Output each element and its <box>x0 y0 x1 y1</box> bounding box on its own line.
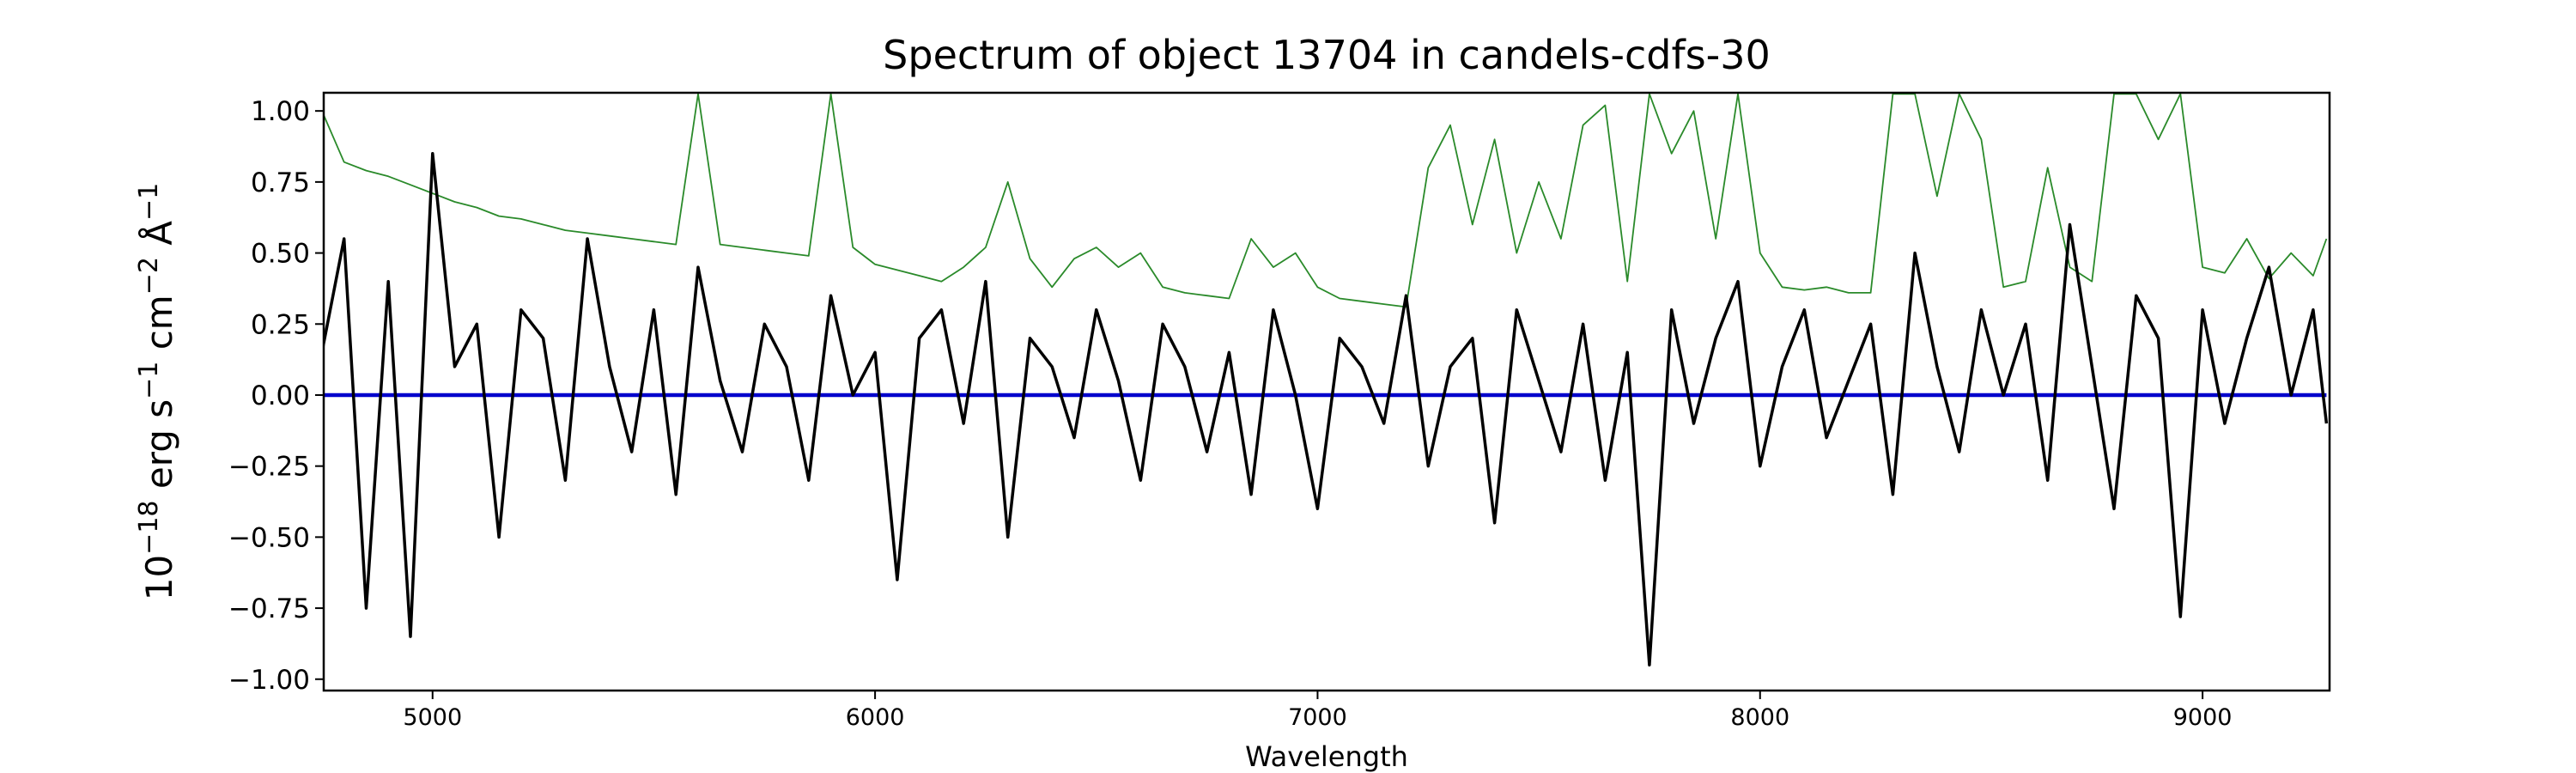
x-axis-label: Wavelength <box>1245 740 1408 773</box>
y-axis-label-part: −1 <box>134 362 164 399</box>
y-tick-label: −0.75 <box>228 593 310 624</box>
x-tick-label: 7000 <box>1288 704 1347 731</box>
x-tick-label: 9000 <box>2173 704 2233 731</box>
y-tick-label: 0.25 <box>251 309 310 340</box>
x-tick-label: 6000 <box>846 704 905 731</box>
chart-title: Spectrum of object 13704 in candels-cdfs… <box>883 32 1771 78</box>
y-tick-label: 0.50 <box>251 239 310 270</box>
axes-frame <box>322 91 2331 692</box>
y-axis-label-part: erg s <box>138 399 180 501</box>
y-tick-label: −0.25 <box>228 452 310 483</box>
y-tick-label: 1.00 <box>251 96 310 127</box>
spectrum-line <box>324 152 2329 666</box>
y-axis-label-part: Å <box>137 221 180 257</box>
y-axis-label-part: −18 <box>134 501 164 555</box>
x-tick-label: 8000 <box>1730 704 1789 731</box>
y-axis-label-part: −1 <box>134 183 164 221</box>
y-tick-label: −1.00 <box>228 665 310 696</box>
spectrum-line <box>324 93 2328 308</box>
y-axis-label-part: 10 <box>138 555 180 600</box>
y-tick-label: 0.75 <box>251 167 310 198</box>
plot-area <box>324 93 2329 666</box>
y-axis-label-part: cm <box>138 295 180 361</box>
y-tick-label: −0.50 <box>228 522 310 553</box>
y-axis-label: 10−18 erg s−1 cm−2 Å−1 <box>134 183 181 601</box>
y-axis-label-part: −2 <box>134 257 164 295</box>
x-tick-label: 5000 <box>403 704 462 731</box>
y-tick-label: 0.00 <box>251 380 310 411</box>
